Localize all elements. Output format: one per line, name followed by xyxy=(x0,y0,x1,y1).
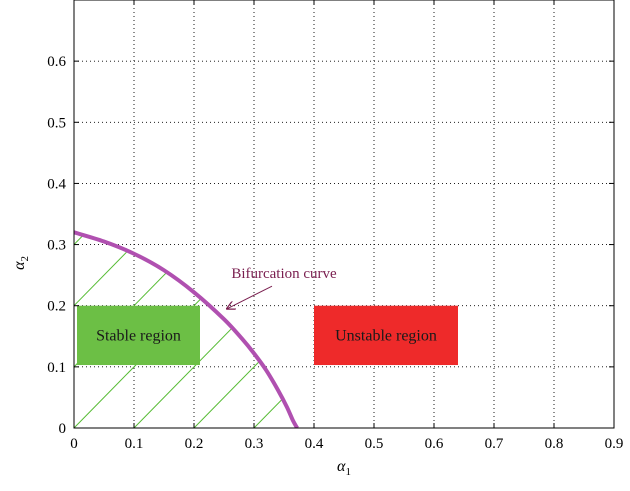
annotations: Stable region Unstable region Bifurcation … xyxy=(96,266,437,344)
y-tick-label: 0.5 xyxy=(47,115,66,131)
plot-frame xyxy=(73,0,615,429)
x-tick-label: 0.7 xyxy=(485,436,504,452)
series-lines xyxy=(74,230,299,428)
y-axis-label-sub: 2 xyxy=(19,256,31,262)
y-tick-label: 0.4 xyxy=(47,176,66,192)
y-tick-label: 0.6 xyxy=(47,54,66,70)
stable-region-label: Stable region xyxy=(96,327,181,344)
unstable-region-box xyxy=(314,305,458,366)
tick-labels: 0 0.1 0.2 0.3 0.4 0.5 0.6 0.7 0.8 0.9 0 0.1 0.2 0.3 0.… xyxy=(47,54,623,452)
unstable-region-label: Unstable region xyxy=(335,327,437,344)
x-tick-label: 0.4 xyxy=(305,436,324,452)
y-axis-label: α2 xyxy=(11,256,31,270)
x-axis-label-main: α xyxy=(337,458,346,475)
x-axis-label: α1 xyxy=(337,458,351,478)
stable-region-box xyxy=(77,305,200,366)
tick-marks xyxy=(73,0,615,429)
x-tick-label: 0.1 xyxy=(125,436,144,452)
bifurcation-curve-line xyxy=(74,230,299,428)
bifurcation-annotation-arrow xyxy=(227,285,273,309)
y-tick-label: 0.2 xyxy=(47,299,66,315)
hatch-line xyxy=(434,0,630,428)
x-tick-label: 0.5 xyxy=(365,436,384,452)
bifurcation-annotation-label: Bifurcation curve xyxy=(231,266,337,282)
y-axis-label-main: α xyxy=(11,261,28,270)
x-tick-label: 0.2 xyxy=(185,436,204,452)
x-axis-label-sub: 1 xyxy=(345,466,351,478)
region-boxes xyxy=(77,305,458,366)
x-tick-label: 0 xyxy=(70,436,78,452)
x-tick-label: 0.8 xyxy=(545,436,564,452)
y-tick-label: 0.3 xyxy=(47,238,66,254)
x-tick-label: 0.3 xyxy=(245,436,264,452)
x-tick-label: 0.9 xyxy=(605,436,624,452)
y-tick-label: 0 xyxy=(59,421,67,437)
x-tick-label: 0.6 xyxy=(425,436,444,452)
y-tick-label: 0.1 xyxy=(47,360,66,376)
